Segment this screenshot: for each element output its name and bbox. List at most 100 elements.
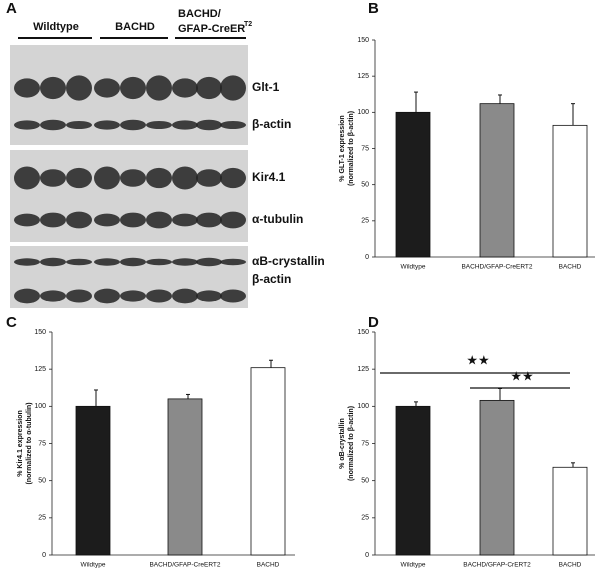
y-axis-label: (normalized to β-actin)	[348, 111, 355, 186]
bar	[395, 111, 431, 258]
x-tick-label: BACHD	[559, 562, 582, 569]
bar	[552, 466, 588, 556]
blot-band	[220, 211, 246, 229]
blot-band	[120, 76, 146, 100]
panel-letter: D	[368, 314, 379, 331]
panel-letter: B	[368, 0, 379, 17]
bar	[479, 103, 515, 258]
y-tick-label: 0	[365, 552, 369, 559]
y-tick-label: 25	[38, 515, 46, 522]
group-label: Wildtype	[33, 21, 79, 33]
bar	[395, 405, 431, 556]
blot-band	[146, 167, 172, 189]
group-label: BACHD/	[178, 8, 221, 20]
y-tick-label: 125	[357, 73, 369, 80]
group-label-superscript: T2	[244, 21, 252, 28]
y-tick-label: 100	[34, 403, 46, 410]
x-tick-label: Wildtype	[401, 264, 426, 271]
y-tick-label: 100	[357, 109, 369, 116]
blot-band	[66, 167, 92, 189]
y-axis-label: (normalized to β-actin)	[348, 406, 355, 481]
blot-band	[14, 288, 40, 304]
blot-label: Kir4.1	[252, 170, 286, 184]
y-tick-label: 150	[357, 37, 369, 44]
y-tick-label: 125	[357, 366, 369, 373]
x-tick-label: BACHD/GFAP-CreERT2	[461, 264, 532, 271]
y-tick-label: 25	[361, 515, 369, 522]
blot-band	[14, 78, 40, 98]
blot-band	[220, 75, 246, 101]
blot-band	[220, 121, 246, 129]
blot-band	[172, 213, 198, 227]
blot-label: β-actin	[252, 272, 291, 286]
blot-band	[196, 169, 222, 187]
blot-band	[172, 288, 198, 304]
blot-band	[172, 78, 198, 98]
x-tick-label: BACHD	[559, 264, 582, 271]
blot-images: Glt-1 β-actin Kir4.1 α-tubulin αB-crystallin…	[10, 45, 325, 308]
y-tick-label: 75	[361, 145, 369, 152]
y-axis-label: (normalized to α-tubulin)	[26, 402, 33, 484]
blot-band	[120, 212, 146, 228]
blot-band	[196, 212, 222, 228]
blot-band	[14, 166, 40, 190]
x-tick-label: Wildtype	[401, 562, 426, 569]
blot-band	[196, 119, 222, 131]
group-label: GFAP-CreER	[178, 23, 245, 35]
blot-band	[40, 212, 66, 228]
blot-band	[66, 289, 92, 303]
blot-band	[14, 213, 40, 227]
y-axis-label: % Kir4.1 expression	[17, 410, 24, 477]
blot-band	[220, 167, 246, 189]
blot-band	[172, 120, 198, 130]
blot-band	[196, 257, 222, 267]
bar	[250, 367, 286, 556]
significance-stars: ★★	[466, 352, 489, 367]
blot-label: Glt-1	[252, 80, 280, 94]
blot-band	[146, 289, 172, 303]
blot-band	[94, 166, 120, 190]
blot-band	[66, 211, 92, 229]
x-tick-label: BACHD	[257, 562, 280, 569]
blot-band	[120, 169, 146, 187]
y-tick-label: 150	[357, 329, 369, 336]
y-tick-label: 150	[34, 329, 46, 336]
x-tick-label: Wildtype	[81, 562, 106, 569]
y-tick-label: 125	[34, 366, 46, 373]
y-tick-label: 100	[357, 403, 369, 410]
blot-band	[94, 213, 120, 227]
blot-band	[40, 169, 66, 187]
y-axis-label: % αB-crystallin	[339, 418, 346, 469]
group-label: BACHD	[115, 21, 155, 33]
y-axis-label: % GLT-1 expression	[339, 115, 346, 181]
blot-band	[40, 257, 66, 267]
bar	[552, 124, 588, 258]
blot-band	[94, 120, 120, 130]
blot-band	[146, 75, 172, 101]
y-tick-label: 75	[38, 440, 46, 447]
blot-label: β-actin	[252, 117, 291, 131]
blot-band	[220, 258, 246, 266]
y-tick-label: 25	[361, 218, 369, 225]
blot-band	[66, 121, 92, 129]
blot-band	[196, 290, 222, 302]
blot-band	[172, 258, 198, 266]
x-tick-label: BACHD/GFAP-CrERT2	[463, 562, 531, 569]
blot-band	[14, 120, 40, 130]
blot-panel	[10, 150, 248, 242]
y-tick-label: 50	[361, 182, 369, 189]
blot-band	[146, 121, 172, 129]
blot-band	[120, 119, 146, 131]
blot-band	[196, 76, 222, 100]
y-tick-label: 50	[38, 478, 46, 485]
blot-band	[146, 258, 172, 266]
y-tick-label: 75	[361, 440, 369, 447]
y-tick-label: 0	[365, 254, 369, 261]
bar	[75, 405, 111, 556]
blot-band	[146, 211, 172, 229]
blot-band	[120, 290, 146, 302]
bar	[167, 398, 203, 556]
blot-band	[94, 258, 120, 266]
bar	[479, 399, 515, 556]
